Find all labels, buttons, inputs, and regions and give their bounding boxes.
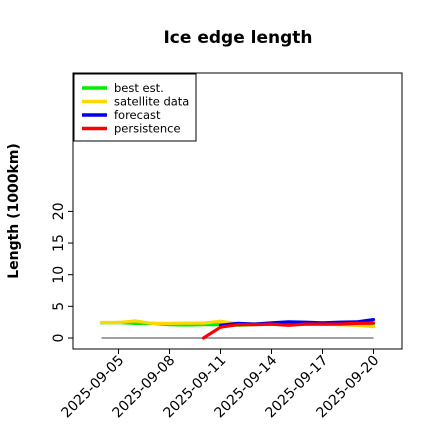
legend-label: forecast — [114, 108, 161, 122]
y-tick-label: 0 — [51, 334, 67, 343]
legend: best est.satellite dataforecastpersisten… — [73, 73, 197, 142]
y-tick-label: 5 — [51, 302, 67, 311]
y-axis-label: Length (1000km) — [6, 143, 22, 279]
y-tick-label: 15 — [51, 234, 67, 252]
axes: 051015202025-09-052025-09-082025-09-1120… — [51, 202, 382, 421]
series-line-persistence — [201, 321, 376, 340]
legend-label: best est. — [114, 81, 164, 95]
chart-title: Ice edge length — [163, 28, 312, 48]
plot-area — [99, 318, 376, 340]
legend-box — [73, 73, 197, 142]
legend-label: satellite data — [114, 95, 189, 109]
y-tick-label: 10 — [51, 266, 67, 284]
legend-label: persistence — [114, 122, 181, 136]
y-tick-label: 20 — [51, 202, 67, 220]
